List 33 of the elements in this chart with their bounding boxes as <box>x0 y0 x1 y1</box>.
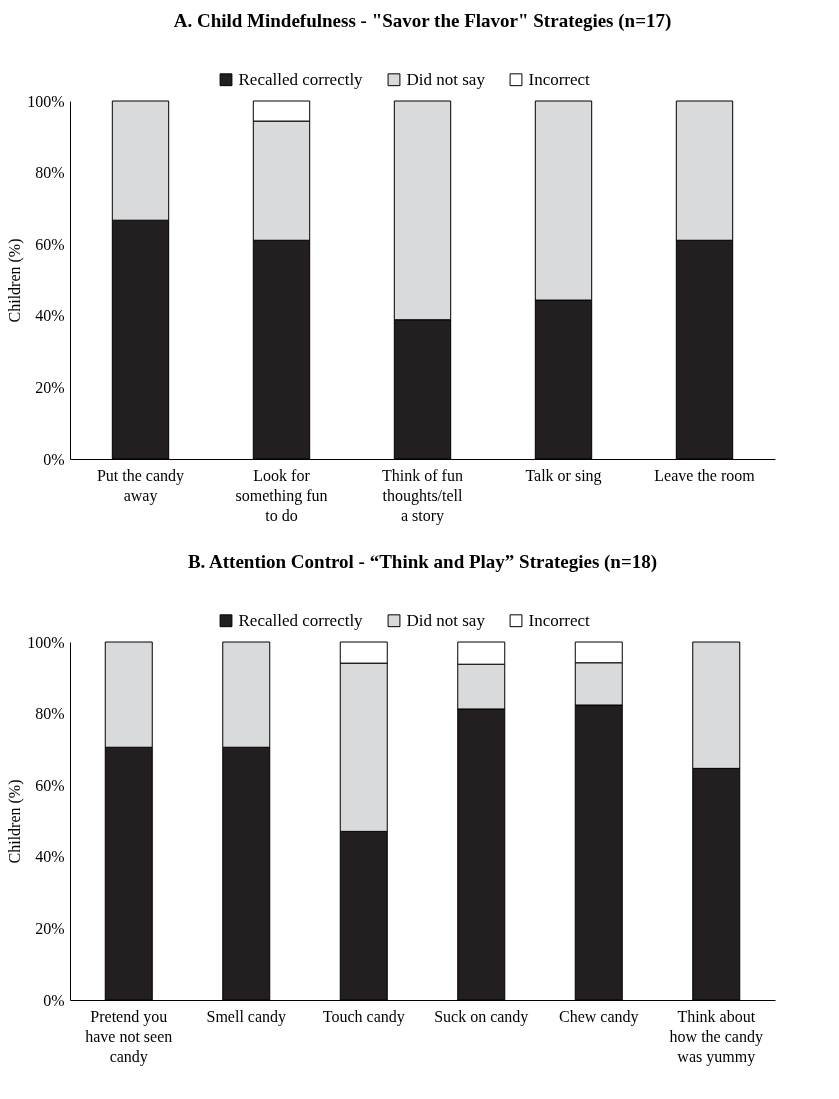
x-tick-label: Pretend you have not seen candy <box>85 1007 173 1066</box>
y-tick-label: 20% <box>35 919 65 937</box>
y-tick-label: 20% <box>35 378 65 396</box>
y-tick-label: 60% <box>35 776 65 794</box>
y-tick-label: 80% <box>35 705 65 723</box>
y-tick-label: 100% <box>27 633 65 651</box>
x-tick-label: Touch candy <box>322 1007 405 1026</box>
y-tick-label: 0% <box>43 991 65 1009</box>
chart-title: B. Attention Control - “Think and Play” Strategies (n=18) <box>187 551 658 573</box>
y-tick-label: 60% <box>35 235 65 253</box>
legend-label: Did not say <box>406 610 486 630</box>
y-axis-title: Children (%) <box>6 238 25 323</box>
y-axis-title: Children (%) <box>6 779 25 864</box>
x-tick-label: Suck on candy <box>434 1007 529 1026</box>
x-tick-label: Chew candy <box>558 1007 639 1026</box>
y-tick-label: 80% <box>35 164 65 182</box>
y-tick-label: 0% <box>43 450 65 468</box>
y-tick-label: 40% <box>35 307 65 325</box>
y-tick-label: 40% <box>35 848 65 866</box>
x-tick-label: Talk or sing <box>525 466 602 485</box>
x-tick-label: Put the candy away <box>96 466 185 505</box>
x-tick-label: Smell candy <box>206 1007 287 1026</box>
x-tick-label: Think about how the candy was yummy <box>669 1007 763 1066</box>
x-tick-label: Leave the room <box>654 466 756 484</box>
y-tick-label: 100% <box>27 92 65 110</box>
x-tick-label: Think of fun thoughts/tell a story <box>382 466 464 525</box>
legend-label: Did not say <box>406 69 486 89</box>
chart-title: A. Child Mindefulness - "Savor the Flavor" Strategies (n=17) <box>173 10 672 32</box>
legend-label: Incorrect <box>528 610 591 630</box>
legend-label: Recalled correctly <box>238 69 364 89</box>
legend-label: Recalled correctly <box>238 610 364 630</box>
legend-label: Incorrect <box>528 69 591 89</box>
x-tick-label: Look for something fun to do <box>235 466 328 524</box>
